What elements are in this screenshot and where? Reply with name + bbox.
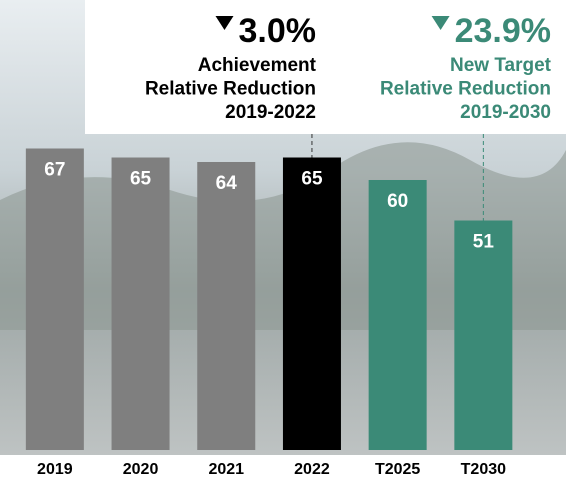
x-tick-label: 2019 [37, 461, 73, 478]
bar [282, 157, 341, 450]
x-tick-label: 2021 [208, 461, 244, 478]
bar [368, 180, 427, 450]
annotation-text: Relative Reduction [145, 79, 316, 100]
annotation-text: 2019-2022 [225, 102, 316, 123]
axis-band [0, 455, 566, 485]
annotation-headline: 3.0% [239, 12, 317, 50]
bar [25, 148, 84, 450]
annotation-box [85, 0, 566, 134]
value-label: 67 [44, 160, 65, 181]
value-label: 64 [216, 173, 238, 194]
value-label: 65 [301, 169, 323, 190]
bar [197, 162, 256, 450]
x-tick-label: T2030 [461, 461, 506, 478]
value-label: 51 [473, 232, 495, 253]
x-tick-label: 2022 [294, 461, 330, 478]
down-triangle [431, 16, 450, 30]
annotation-text: New Target [450, 55, 552, 76]
annotation-text: Achievement [198, 55, 317, 76]
bar [454, 220, 513, 450]
x-tick-label: T2025 [375, 461, 420, 478]
x-tick-label: 2020 [123, 461, 159, 478]
bar [111, 157, 170, 450]
value-label: 65 [130, 169, 152, 190]
annotation-text: Relative Reduction [380, 79, 551, 100]
annotation-text: 2019-2030 [460, 102, 551, 123]
annotation-headline: 23.9% [455, 12, 551, 50]
down-triangle [215, 16, 234, 30]
value-label: 60 [387, 191, 408, 212]
